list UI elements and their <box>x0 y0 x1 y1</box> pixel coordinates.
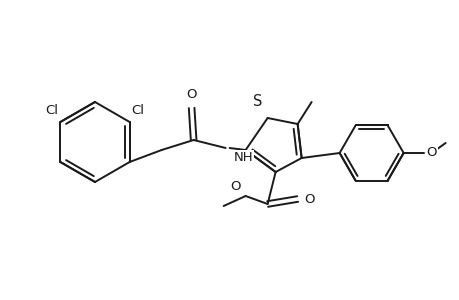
Text: NH: NH <box>233 151 253 164</box>
Text: O: O <box>230 180 240 193</box>
Text: O: O <box>425 146 436 158</box>
Text: S: S <box>253 94 262 109</box>
Text: Cl: Cl <box>131 104 144 117</box>
Text: O: O <box>186 88 196 101</box>
Text: O: O <box>304 193 314 206</box>
Text: Cl: Cl <box>45 104 58 117</box>
